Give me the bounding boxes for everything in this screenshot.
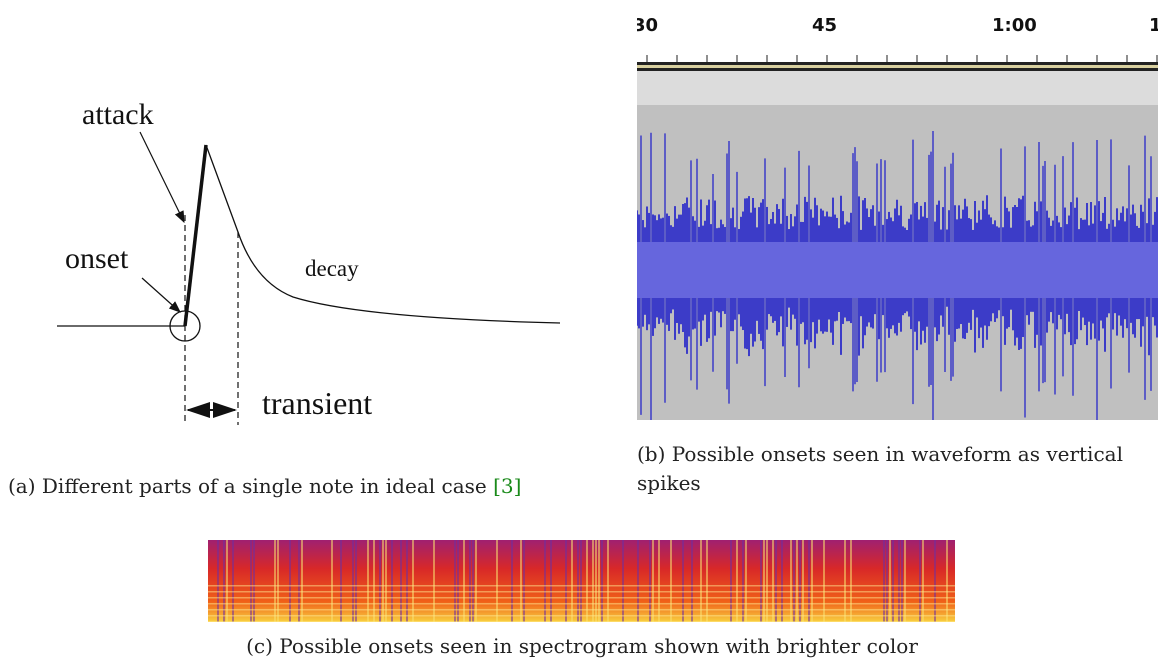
- label-attack: attack: [82, 98, 154, 131]
- spectrogram: [208, 540, 955, 622]
- caption-c: (c) Possible onsets seen in spectrogram …: [0, 632, 1164, 661]
- timeline-label: 45: [812, 15, 837, 36]
- spectrogram-band: [208, 591, 955, 593]
- label-transient: transient: [262, 385, 372, 421]
- citation[interactable]: [3]: [493, 474, 521, 498]
- caption-b: (b) Possible onsets seen in waveform as …: [637, 440, 1157, 498]
- note-diagram: attack onset decay transient: [0, 0, 600, 450]
- spectrogram-band: [208, 585, 955, 587]
- caption-label: (a): [8, 474, 36, 498]
- spectrogram-band: [208, 615, 955, 617]
- timeline-label: 1:00: [992, 15, 1037, 36]
- waveform-rms: [637, 242, 1158, 298]
- label-decay: decay: [305, 256, 359, 281]
- caption-label: (c): [246, 634, 273, 658]
- spectrogram-band: [208, 597, 955, 599]
- label-onset: onset: [65, 242, 129, 275]
- caption-text: Different parts of a single note in idea…: [42, 474, 487, 498]
- timeline-label: 30: [637, 15, 658, 36]
- spectrogram-band: [208, 603, 955, 605]
- page: attack onset decay transient 30 45 1:00 …: [0, 0, 1164, 668]
- spectrogram-band: [208, 609, 955, 611]
- timeline-label: 1: [1149, 15, 1158, 36]
- spectrogram-band: [208, 621, 955, 622]
- caption-text: Possible onsets seen in waveform as vert…: [637, 442, 1123, 495]
- caption-a: (a) Different parts of a single note in …: [8, 472, 521, 501]
- waveform-view: 30 45 1:00 1: [637, 5, 1158, 420]
- caption-label: (b): [637, 442, 665, 466]
- caption-text: Possible onsets seen in spectrogram show…: [279, 634, 918, 658]
